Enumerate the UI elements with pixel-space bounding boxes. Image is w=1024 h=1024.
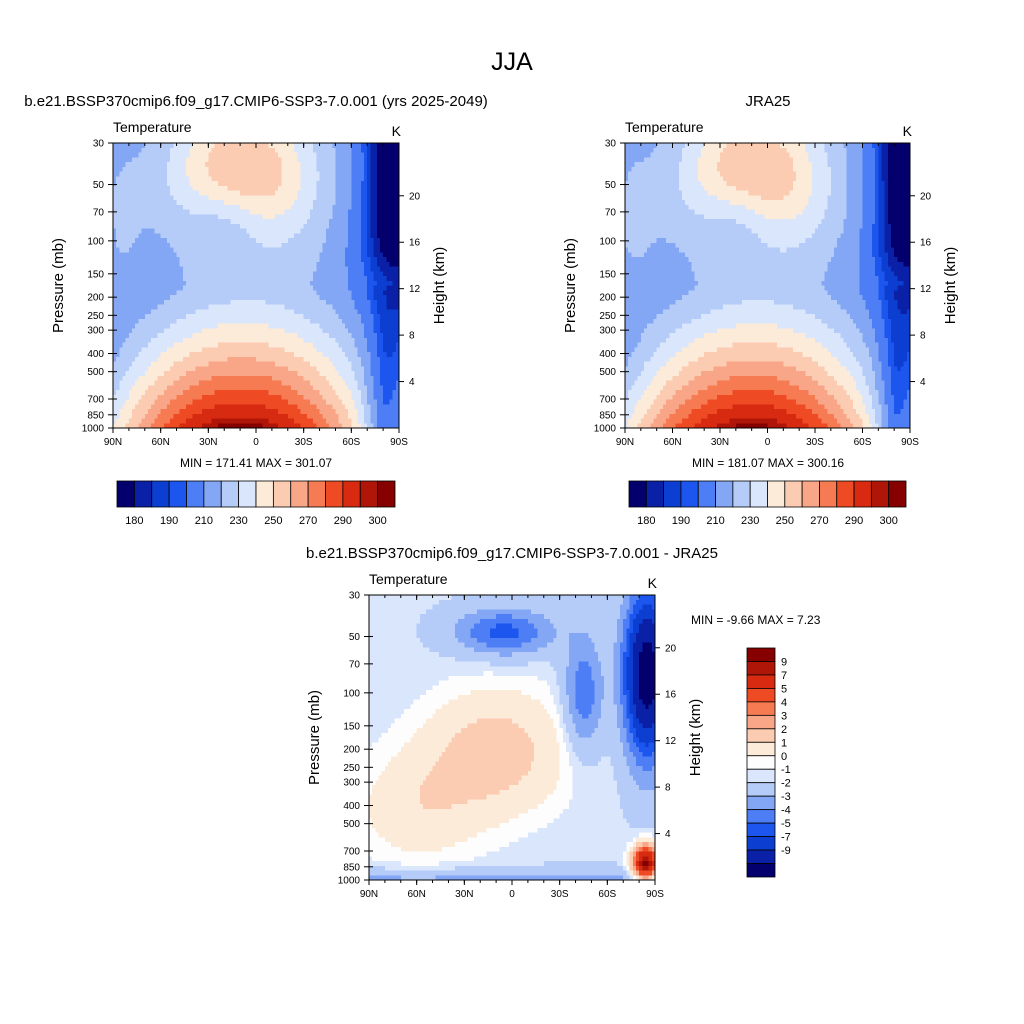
- panel-model: 3050701001502002503004005007008501000481…: [24, 93, 488, 470]
- figure-canvas: 3050701001502002503004005007008501000481…: [0, 0, 1024, 1024]
- contour-fill: [113, 143, 400, 429]
